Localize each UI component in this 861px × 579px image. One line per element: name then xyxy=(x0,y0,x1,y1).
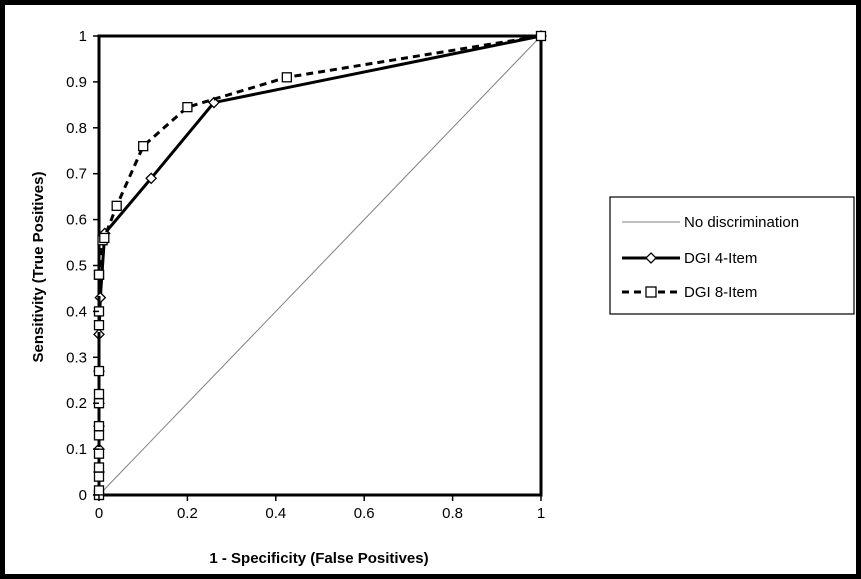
legend-label-no-discrimination: No discrimination xyxy=(684,214,799,231)
legend-marker-square xyxy=(645,286,657,298)
x-axis-ticks: 0 0.2 0.4 0.6 0.8 1 xyxy=(95,495,545,522)
data-point-square xyxy=(111,200,122,211)
data-point-square xyxy=(93,448,105,459)
data-point-square xyxy=(93,485,105,496)
x-tick-label: 0.4 xyxy=(265,505,286,522)
y-tick-label: 0.7 xyxy=(66,166,87,183)
data-point-diamond xyxy=(145,172,158,185)
data-point-square xyxy=(93,420,105,432)
data-point-square xyxy=(93,269,105,280)
legend-label-dgi-8-item: DGI 8-Item xyxy=(684,284,757,301)
x-tick-label: 1 xyxy=(537,505,545,522)
legend-marker-diamond xyxy=(645,252,657,264)
y-tick-label: 1 xyxy=(79,28,87,45)
data-point-square xyxy=(93,471,105,482)
data-point-square xyxy=(93,320,105,331)
legend: No discrimination DGI 4-Item DGI 8-Item xyxy=(609,196,855,315)
data-point-square xyxy=(535,30,547,42)
y-tick-label: 0.3 xyxy=(66,349,87,366)
data-point-square xyxy=(93,388,105,400)
data-point-square xyxy=(99,232,110,244)
legend-item-no-discrimination: No discrimination xyxy=(622,214,799,231)
series-line-no-discrimination xyxy=(98,35,542,496)
data-point-square xyxy=(281,72,293,83)
x-axis-label: 1 - Specificity (False Positives) xyxy=(209,550,428,567)
data-point-square xyxy=(138,141,149,152)
series-no-discrimination xyxy=(98,35,542,496)
x-tick-label: 0.2 xyxy=(177,505,198,522)
plot-layer xyxy=(93,30,547,501)
legend-label-dgi-4-item: DGI 4-Item xyxy=(684,250,757,267)
y-axis-label: Sensitivity (True Positives) xyxy=(30,172,47,363)
data-point-square xyxy=(93,430,105,441)
y-tick-label: 0.9 xyxy=(66,74,87,91)
x-tick-label: 0.8 xyxy=(442,505,463,522)
x-tick-label: 0 xyxy=(95,505,103,522)
data-point-diamond xyxy=(208,96,220,109)
roc-chart: 0 0.2 0.4 0.6 0.8 1 0 0.1 0.2 0.3 0.4 0.5 0.6 0.7 0.8… xyxy=(30,28,855,567)
y-tick-label: 0 xyxy=(79,487,87,504)
x-tick-label: 0.6 xyxy=(354,505,375,522)
y-axis-ticks: 0 0.1 0.2 0.3 0.4 0.5 0.6 0.7 0.8 0.9 1 xyxy=(66,28,99,504)
y-tick-label: 0.5 xyxy=(66,258,87,275)
y-tick-label: 0.4 xyxy=(66,303,87,320)
data-point-square xyxy=(182,101,193,113)
y-tick-label: 0.1 xyxy=(66,441,87,458)
data-point-square xyxy=(93,462,105,473)
y-tick-label: 0.2 xyxy=(66,395,87,412)
data-point-square xyxy=(93,365,105,377)
legend-item-dgi-8-item: DGI 8-Item xyxy=(622,284,757,301)
y-tick-label: 0.6 xyxy=(66,212,87,229)
legend-item-dgi-4-item: DGI 4-Item xyxy=(622,250,757,267)
y-tick-label: 0.8 xyxy=(66,120,87,137)
